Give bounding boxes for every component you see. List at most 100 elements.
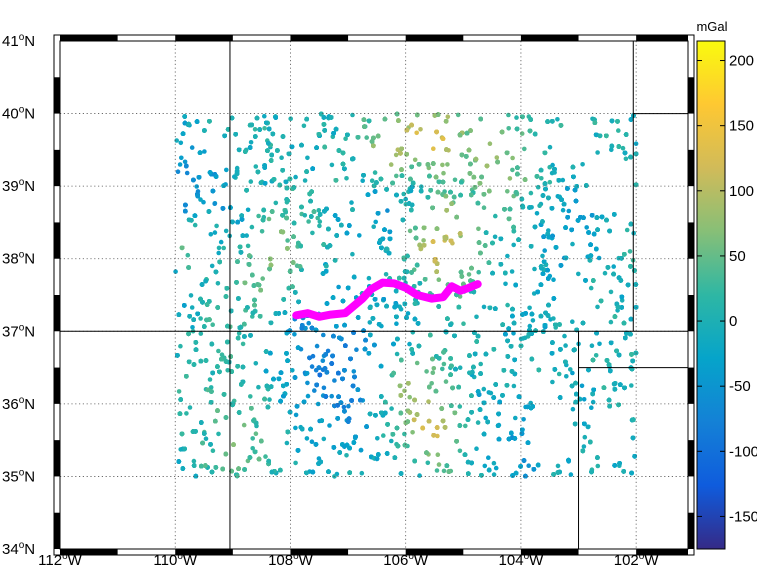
- gravity-point: [570, 370, 575, 376]
- gravity-point: [505, 253, 510, 259]
- gravity-point: [570, 406, 576, 412]
- gravity-point: [518, 336, 524, 342]
- gravity-point: [602, 270, 608, 276]
- gravity-point: [332, 378, 337, 383]
- gravity-point: [430, 370, 436, 376]
- gravity-point: [375, 436, 380, 441]
- gravity-point: [279, 155, 284, 160]
- gravity-point: [436, 277, 442, 283]
- gravity-point: [530, 318, 536, 323]
- gravity-point: [534, 211, 540, 216]
- gravity-point: [208, 385, 214, 390]
- gravity-point: [576, 271, 581, 277]
- gravity-point: [522, 146, 527, 152]
- gravity-point: [589, 343, 595, 349]
- gravity-point: [410, 430, 415, 435]
- gravity-point: [221, 245, 226, 251]
- gravity-point: [535, 184, 541, 190]
- gravity-point: [474, 446, 479, 452]
- gravity-point: [568, 472, 574, 477]
- gravity-point: [546, 228, 551, 233]
- gravity-point: [487, 141, 493, 146]
- gravity-point: [253, 164, 259, 169]
- gravity-point: [595, 150, 600, 155]
- gravity-point: [511, 242, 516, 248]
- gravity-point: [249, 224, 255, 230]
- gravity-point: [593, 353, 599, 358]
- gravity-point: [288, 116, 294, 121]
- gravity-point: [493, 213, 498, 219]
- gravity-point: [305, 393, 311, 399]
- gravity-point: [483, 415, 489, 421]
- gravity-point: [174, 138, 179, 143]
- gravity-point: [293, 460, 298, 466]
- gravity-point: [629, 383, 634, 388]
- gravity-point: [293, 425, 298, 431]
- gravity-point: [551, 277, 556, 283]
- gravity-point: [198, 197, 203, 202]
- gravity-point: [435, 452, 441, 458]
- gravity-point: [305, 155, 310, 161]
- gravity-point: [527, 323, 533, 329]
- gravity-point: [510, 167, 515, 173]
- gravity-point: [394, 173, 399, 179]
- gravity-point: [595, 304, 600, 310]
- gravity-point: [597, 341, 602, 347]
- gravity-point: [476, 226, 481, 232]
- gravity-point: [407, 394, 413, 400]
- gravity-point: [248, 394, 253, 399]
- gravity-point: [263, 454, 268, 459]
- gravity-point: [388, 162, 394, 167]
- gravity-point: [179, 155, 184, 161]
- gravity-point: [194, 184, 199, 189]
- gravity-point: [564, 374, 569, 379]
- gravity-point: [568, 367, 573, 372]
- gravity-point: [457, 294, 463, 299]
- gravity-point: [566, 208, 572, 214]
- gravity-point: [315, 215, 321, 221]
- gravity-point: [519, 131, 525, 136]
- gravity-point: [304, 436, 310, 441]
- gravity-point: [317, 219, 323, 224]
- gravity-point: [208, 232, 214, 237]
- gravity-point: [354, 347, 359, 353]
- gravity-point: [581, 444, 587, 449]
- gravity-point: [320, 358, 326, 364]
- gravity-point: [627, 249, 633, 254]
- gravity-point: [309, 364, 315, 369]
- gravity-point: [494, 155, 500, 160]
- gravity-point: [440, 366, 445, 372]
- gravity-point: [201, 199, 206, 205]
- gravity-point: [176, 389, 182, 394]
- gravity-point: [509, 269, 515, 274]
- gravity-point: [351, 369, 357, 374]
- gravity-point: [248, 140, 254, 145]
- gravity-point: [216, 348, 221, 354]
- gravity-point: [336, 284, 341, 290]
- gravity-point: [306, 320, 312, 326]
- gravity-point: [539, 176, 544, 181]
- gravity-point: [452, 177, 458, 183]
- gravity-point: [481, 386, 487, 392]
- gravity-point: [441, 361, 447, 367]
- gravity-point: [184, 170, 190, 176]
- gravity-point: [570, 319, 575, 325]
- gravity-point: [191, 458, 197, 464]
- gravity-point: [259, 229, 265, 234]
- gravity-point: [302, 178, 308, 183]
- gravity-point: [521, 417, 526, 422]
- gravity-point: [312, 388, 317, 393]
- gravity-point: [210, 322, 215, 328]
- gravity-point: [316, 208, 322, 213]
- gravity-point: [253, 361, 259, 366]
- gravity-point: [236, 331, 242, 336]
- gravity-point: [329, 393, 335, 399]
- gravity-point: [325, 348, 331, 354]
- gravity-point: [232, 174, 237, 179]
- gravity-point: [492, 234, 498, 240]
- gravity-point: [321, 332, 326, 338]
- gravity-point: [556, 371, 562, 377]
- gravity-point: [403, 196, 409, 202]
- gravity-point: [434, 468, 440, 473]
- gravity-point: [316, 456, 322, 461]
